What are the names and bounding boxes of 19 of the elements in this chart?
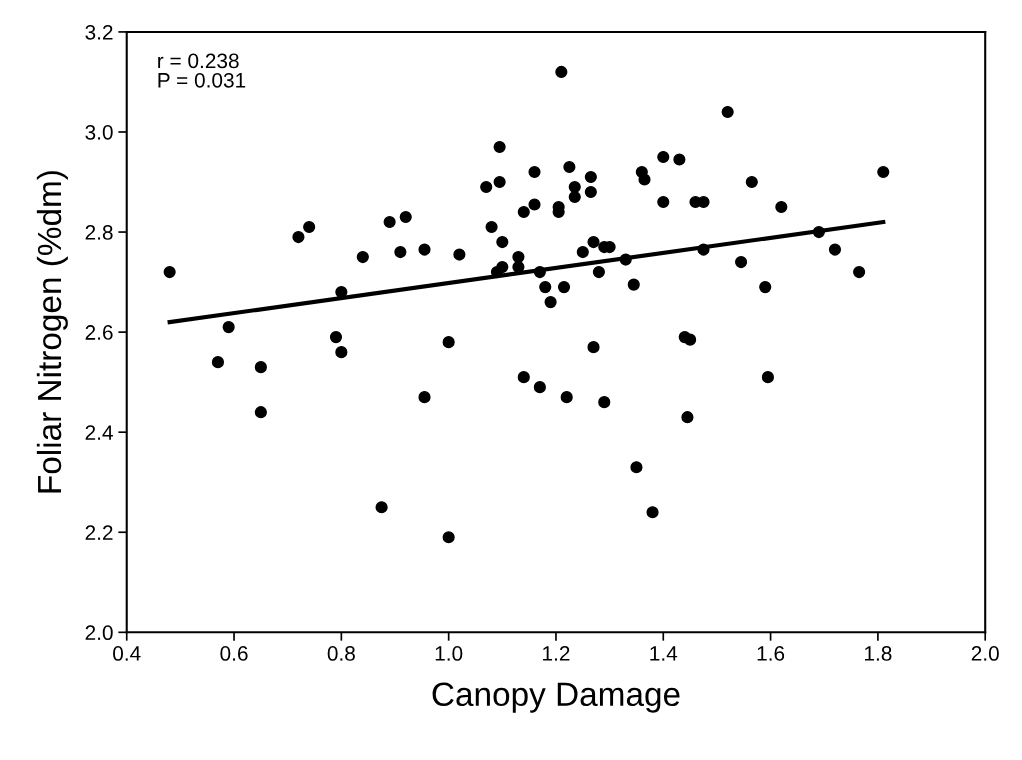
- x-tick-label: 1.6: [757, 646, 785, 661]
- x-tick-label: 1.4: [650, 646, 678, 661]
- x-tick-label: 0.8: [327, 646, 355, 661]
- annotation: r = 0.238 P = 0.031: [158, 53, 246, 88]
- y-tick-label: 2.8: [85, 225, 113, 240]
- x-tick-label: 0.4: [113, 646, 141, 661]
- x-tick-label: 1.8: [865, 646, 892, 661]
- y-tick-label: 3.0: [85, 124, 113, 140]
- y-tick-label: 2.6: [85, 325, 113, 340]
- x-tick-label: 1.0: [435, 646, 463, 661]
- x-tick-label: 0.6: [220, 646, 248, 661]
- x-tick-label: 2.0: [971, 646, 999, 661]
- y-tick-label: 2.4: [85, 425, 113, 440]
- y-tick-label: 2.2: [85, 525, 113, 540]
- y-tick-label: 3.2: [85, 24, 113, 40]
- y-axis-title: Foliar Nitrogen (%dm): [36, 171, 68, 493]
- x-axis-title: Canopy Damage: [432, 682, 680, 713]
- x-tick-label: 1.2: [543, 646, 570, 661]
- y-tick-label: 2.0: [85, 625, 113, 641]
